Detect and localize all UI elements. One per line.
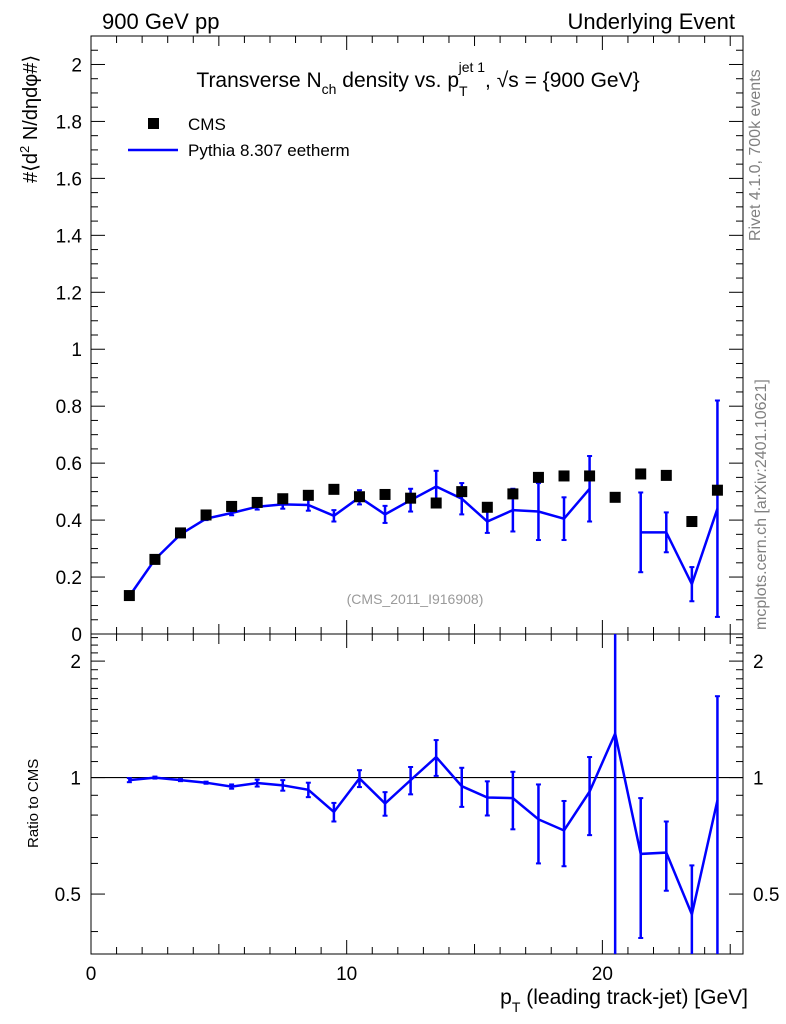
analysis-watermark: (CMS_2011_I916908) [347,591,484,607]
mcplots-label: mcplots.cern.ch [arXiv:2401.10621] [753,379,770,630]
main-ytick-label: 2 [71,55,82,76]
main-axes: 0 0.2 0.4 0.6 0.8 1 1.2 1.4 1.6 1.8 2 [56,35,743,646]
ratio-panel-frame [90,633,744,955]
main-plot-area [123,399,723,618]
ratio-ytick-label-right: 0.5 [753,885,779,906]
cms-data-point [686,516,698,528]
ratio-ytick-label: 1 [70,769,81,790]
header-right: Underlying Event [567,9,735,34]
cms-data-point [200,509,212,521]
ratio-ytick-label: 0.5 [55,885,81,906]
cms-data-point [558,470,570,482]
legend-cms-marker [148,118,159,129]
cms-data-point [711,484,723,496]
chart-title: Transverse Nch density vs. pTjet 1, √s =… [196,59,639,99]
main-ylabel: #⟨d2 N/dηdφ#⟩ [17,55,42,183]
main-ytick-label: 0 [71,625,82,646]
main-ytick-label: 1 [71,340,82,361]
cms-data-point [328,483,340,495]
main-ytick-label: 0.6 [56,454,82,475]
cms-data-point [456,486,468,498]
xlabel: pT (leading track-jet) [GeV] [500,986,748,1015]
cms-data-point [481,501,493,513]
ratio-axes: 0 10 20 0.5 0.5 1 1 2 2 [55,634,779,985]
ratio-ytick-label-right: 2 [753,652,764,673]
cms-data-point [405,492,417,504]
ratio-plot-area [126,634,720,954]
main-ytick-label: 1.2 [56,283,82,304]
legend-cms-label: CMS [188,115,226,134]
cms-data-point [353,491,365,503]
cms-data-point [123,590,135,602]
ratio-ylabel: Ratio to CMS [25,759,42,848]
cms-data-point [302,489,314,501]
cms-data-point [609,491,621,503]
cms-data-point [635,468,647,480]
cms-data-point [430,497,442,509]
xtick-label: 20 [592,964,613,985]
main-ytick-label: 0.8 [56,397,82,418]
ratio-line [129,729,719,919]
main-ytick-label: 1.4 [56,226,83,247]
legend: CMS Pythia 8.307 eetherm [128,115,350,160]
header-left: 900 GeV pp [102,9,219,34]
cms-data-point [379,488,391,500]
cms-data-point [226,500,238,512]
main-ytick-label: 0.4 [56,511,83,532]
main-ytick-label: 1.8 [56,112,82,133]
main-ytick-label: 0.2 [56,568,82,589]
cms-data-point [149,553,161,565]
cms-data-point [660,469,672,481]
rivet-label: Rivet 4.1.0, 700k events [747,69,764,241]
cms-data-point [584,470,596,482]
ratio-ytick-label: 2 [70,652,81,673]
mc-line [640,508,719,588]
main-ytick-label: 1.6 [56,169,82,190]
cms-data-point [277,493,289,505]
ratio-ytick-label-right: 1 [753,769,764,790]
cms-data-point [532,471,544,483]
legend-mc-label: Pythia 8.307 eetherm [188,141,350,160]
cms-data-point [174,527,186,539]
cms-data-point [251,496,263,508]
xtick-label: 0 [86,964,97,985]
xtick-label: 10 [336,964,357,985]
cms-data-point [507,488,519,500]
